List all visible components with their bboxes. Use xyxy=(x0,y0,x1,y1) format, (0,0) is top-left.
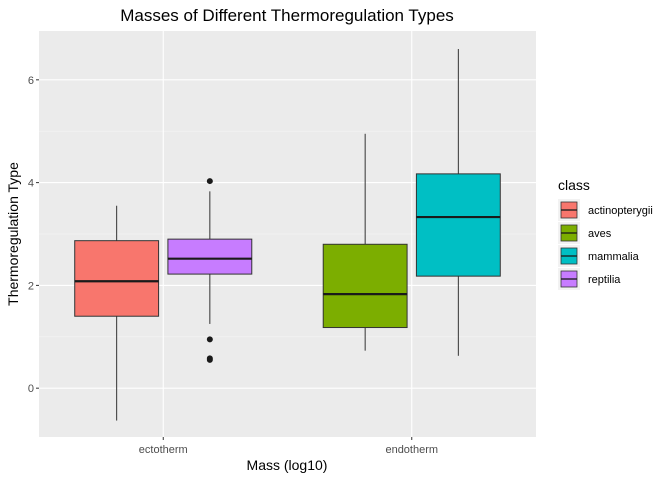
y-tick-label: 2 xyxy=(28,280,34,292)
y-axis-ticks: 0 2 4 6 xyxy=(28,75,39,395)
iqr-box xyxy=(74,240,160,317)
legend-title: class xyxy=(558,177,590,193)
outlier-point xyxy=(206,356,213,363)
x-axis-title: Mass (log10) xyxy=(247,457,328,473)
outlier-point xyxy=(206,336,213,343)
y-tick-label: 4 xyxy=(28,178,34,190)
legend-item-mammalia: mammalia xyxy=(558,245,640,267)
legend-label: mammalia xyxy=(588,251,640,263)
legend-item-aves: aves xyxy=(558,222,612,244)
box-ectotherm-actinopterygii xyxy=(74,205,160,421)
legend: class actinopterygii aves mammalia reptilia xyxy=(558,177,653,290)
box-endotherm-aves xyxy=(322,133,408,351)
box-endotherm-mammalia xyxy=(415,48,501,356)
legend-item-reptilia: reptilia xyxy=(558,268,621,290)
x-axis-ticks: ectotherm endotherm xyxy=(139,437,438,456)
box-ectotherm-reptilia xyxy=(167,178,253,363)
iqr-box xyxy=(415,173,501,277)
boxes xyxy=(74,48,501,421)
iqr-box xyxy=(167,238,253,275)
legend-label: actinopterygii xyxy=(588,205,653,217)
legend-label: reptilia xyxy=(588,274,621,286)
y-axis-title: Thermoregulation Type xyxy=(5,162,21,306)
y-tick-label: 6 xyxy=(28,75,34,87)
legend-label: aves xyxy=(588,228,612,240)
legend-item-actinopterygii: actinopterygii xyxy=(558,199,653,221)
x-tick-label: endotherm xyxy=(385,444,438,456)
y-tick-label: 0 xyxy=(28,383,34,395)
chart-title: Masses of Different Thermoregulation Typ… xyxy=(120,6,454,25)
iqr-box xyxy=(322,243,408,329)
x-tick-label: ectotherm xyxy=(139,444,188,456)
outlier-point xyxy=(206,178,213,185)
